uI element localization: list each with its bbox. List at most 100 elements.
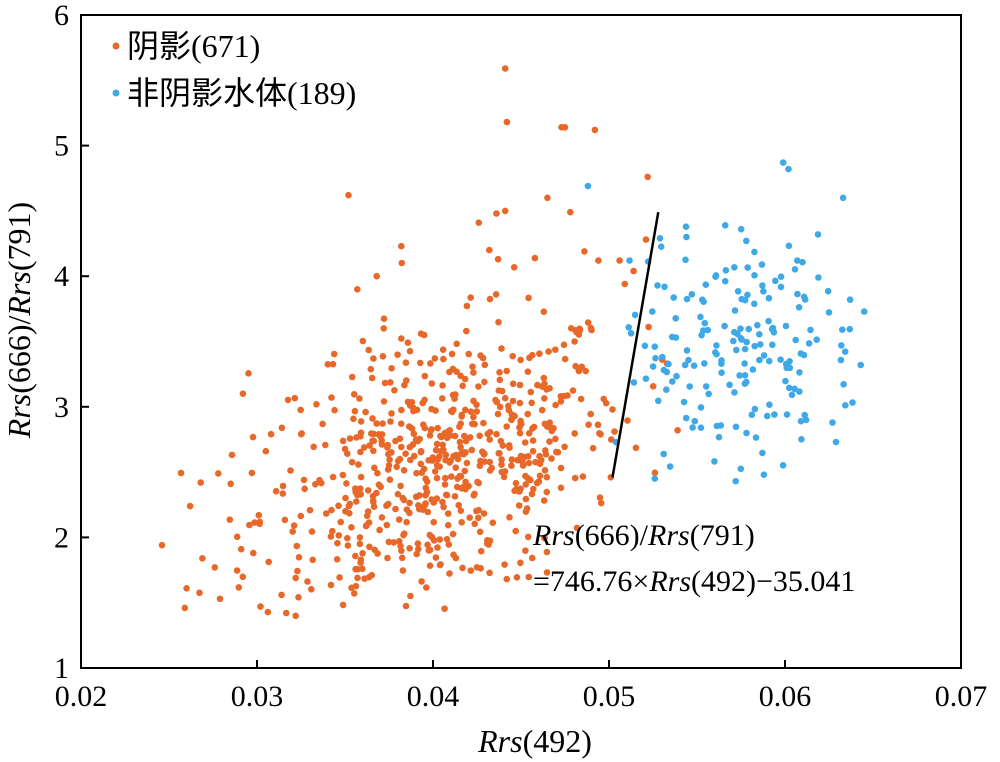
data-point-nonshadow-water — [732, 477, 739, 485]
data-point-shadow — [522, 481, 530, 488]
data-point-shadow — [449, 530, 457, 538]
data-point-shadow — [458, 519, 466, 526]
data-point-shadow — [522, 547, 529, 554]
data-point-shadow — [529, 425, 536, 432]
data-point-shadow — [397, 420, 405, 428]
data-point-shadow — [477, 547, 485, 555]
data-point-shadow — [403, 377, 410, 384]
data-point-nonshadow-water — [752, 434, 760, 441]
data-point-shadow — [343, 480, 350, 487]
data-point-nonshadow-water — [801, 296, 809, 303]
data-point-nonshadow-water — [766, 401, 773, 409]
data-point-nonshadow-water — [846, 325, 854, 333]
data-point-nonshadow-water — [799, 258, 806, 266]
data-point-shadow — [442, 451, 450, 459]
data-point-shadow — [297, 512, 305, 520]
eq-band-791: (791) — [690, 519, 755, 552]
data-point-nonshadow-water — [649, 363, 657, 370]
y-axis: 1 2 3 4 5 6 — [54, 0, 89, 685]
data-point-shadow — [434, 544, 441, 551]
data-point-shadow — [385, 538, 393, 546]
data-point-shadow — [525, 294, 532, 302]
data-point-shadow — [346, 510, 353, 517]
data-point-shadow — [587, 324, 595, 332]
data-point-shadow — [543, 569, 551, 576]
y-tick-label: 1 — [54, 652, 69, 685]
legend-label-nonshadow-water: 非阴影水体(189) — [127, 75, 356, 111]
data-point-shadow — [436, 536, 444, 543]
data-point-nonshadow-water — [751, 300, 758, 308]
data-point-shadow — [255, 511, 263, 519]
data-point-shadow — [418, 578, 425, 585]
data-point-shadow — [508, 456, 516, 463]
data-point-nonshadow-water — [737, 325, 744, 333]
data-point-shadow — [388, 449, 395, 456]
data-point-nonshadow-water — [815, 274, 822, 281]
data-point-shadow — [546, 438, 553, 445]
data-point-shadow — [439, 382, 446, 389]
eq-rrs-1: Rrs — [532, 519, 575, 552]
data-point-nonshadow-water — [681, 361, 689, 369]
data-point-shadow — [456, 438, 464, 446]
data-point-shadow — [470, 492, 478, 499]
data-point-nonshadow-water — [641, 342, 649, 350]
data-point-shadow — [297, 406, 305, 414]
data-point-shadow — [442, 456, 449, 464]
data-point-shadow — [265, 558, 273, 566]
data-point-shadow — [515, 502, 523, 509]
data-point-shadow — [445, 541, 453, 548]
data-point-shadow — [415, 502, 422, 509]
data-point-nonshadow-water — [754, 321, 761, 329]
data-point-shadow — [575, 331, 583, 338]
data-point-nonshadow-water — [785, 165, 792, 173]
data-point-shadow — [450, 551, 457, 559]
data-point-nonshadow-water — [825, 309, 833, 316]
data-point-shadow — [526, 354, 533, 362]
data-point-shadow — [346, 435, 354, 442]
data-point-shadow — [501, 561, 508, 568]
data-point-shadow — [540, 497, 548, 504]
data-point-shadow — [470, 369, 477, 376]
data-point-nonshadow-water — [718, 357, 725, 364]
data-point-shadow — [503, 423, 511, 430]
data-point-shadow — [611, 428, 618, 435]
data-point-shadow — [421, 396, 428, 404]
data-point-shadow — [177, 469, 185, 477]
data-point-shadow — [374, 469, 381, 477]
data-point-shadow — [352, 582, 360, 590]
data-point-shadow — [441, 481, 449, 488]
data-point-shadow — [363, 512, 371, 520]
data-point-shadow — [571, 430, 578, 437]
data-point-shadow — [459, 564, 466, 572]
data-point-shadow — [462, 406, 469, 414]
data-point-nonshadow-water — [805, 340, 813, 347]
eq-rrs-2: Rrs — [647, 519, 690, 552]
data-point-shadow — [508, 416, 515, 423]
data-point-nonshadow-water — [842, 402, 849, 409]
data-point-shadow — [444, 510, 452, 517]
data-point-shadow — [344, 534, 351, 542]
data-point-shadow — [584, 319, 592, 326]
data-point-shadow — [448, 350, 456, 358]
data-point-shadow — [582, 367, 589, 375]
data-point-shadow — [525, 573, 533, 581]
data-point-shadow — [356, 534, 364, 541]
data-point-shadow — [552, 346, 559, 354]
data-point-shadow — [199, 555, 206, 562]
data-point-shadow — [431, 468, 439, 475]
data-point-shadow — [412, 436, 420, 443]
data-point-shadow — [579, 473, 587, 480]
data-point-shadow — [505, 402, 512, 410]
data-point-nonshadow-water — [782, 322, 790, 330]
data-point-shadow — [306, 506, 314, 514]
data-point-shadow — [376, 526, 383, 534]
data-point-shadow — [560, 392, 568, 400]
data-point-nonshadow-water — [796, 369, 803, 376]
data-point-shadow — [624, 417, 631, 424]
data-point-shadow — [375, 431, 383, 438]
data-point-shadow — [461, 467, 469, 475]
data-point-shadow — [433, 474, 441, 482]
data-point-shadow — [616, 257, 623, 264]
data-point-shadow — [473, 408, 481, 415]
data-point-shadow — [402, 359, 410, 367]
